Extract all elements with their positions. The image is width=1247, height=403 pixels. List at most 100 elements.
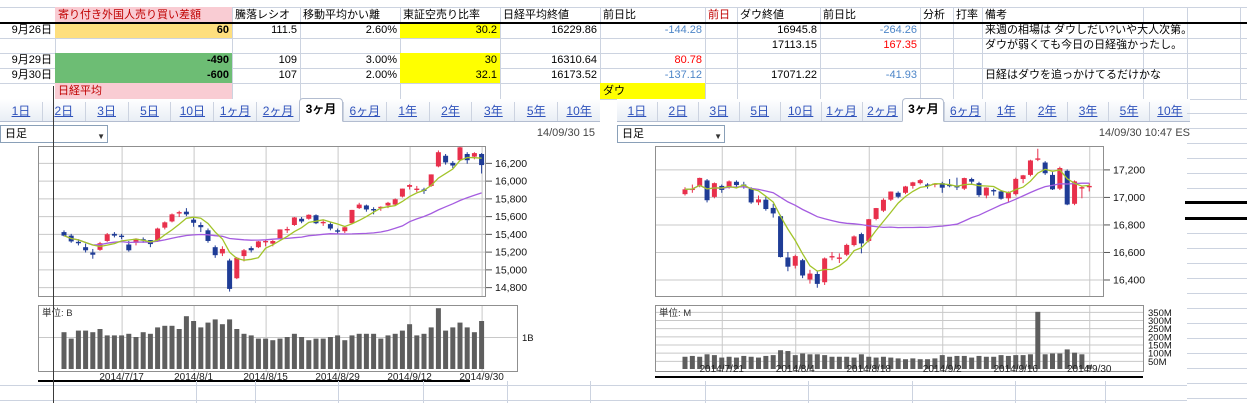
sheet-cell[interactable]: 寄り付き外国人売り買い差額 bbox=[55, 7, 232, 23]
tab-range-5日[interactable]: 5日 bbox=[127, 102, 171, 121]
tab-range-1ヶ月[interactable]: 1ヶ月 bbox=[820, 102, 862, 121]
tab-range-1年[interactable]: 1年 bbox=[385, 102, 429, 121]
sheet-cell[interactable]: -41.93 bbox=[885, 69, 917, 81]
x-axis-date-label: 2014/8/4 bbox=[775, 364, 815, 375]
sheet-cell[interactable]: 167.35 bbox=[883, 39, 917, 51]
x-axis-date-label: 2014/9/30 bbox=[459, 372, 504, 383]
tab-range-1年[interactable]: 1年 bbox=[985, 102, 1026, 121]
tab-range-6ヶ月[interactable]: 6ヶ月 bbox=[342, 102, 386, 121]
x-axis-date-label: 2014/9/12 bbox=[387, 372, 432, 383]
tab-range-10年[interactable]: 10年 bbox=[1148, 102, 1190, 121]
tab-range-6ヶ月[interactable]: 6ヶ月 bbox=[944, 102, 985, 121]
sheet-cell[interactable]: 17071.22 bbox=[771, 69, 817, 81]
sheet-cell[interactable]: 前日比 bbox=[603, 9, 636, 21]
sheet-cell[interactable]: 前日 bbox=[708, 9, 730, 21]
tab-range-2年[interactable]: 2年 bbox=[428, 102, 472, 121]
sheet-cell[interactable]: 111.5 bbox=[271, 24, 297, 36]
sheet-cell[interactable]: 移動平均かい離 bbox=[303, 9, 380, 21]
svg-text:300M: 300M bbox=[1148, 316, 1172, 327]
tab-range-5日[interactable]: 5日 bbox=[738, 102, 780, 121]
sheet-cell[interactable]: 109 bbox=[278, 54, 297, 66]
tab-range-2ヶ月[interactable]: 2ヶ月 bbox=[861, 102, 903, 121]
sheet-cell[interactable]: 来週の相場は ダウしだい?いや大人次第。 bbox=[985, 24, 1193, 36]
sheet-cell[interactable]: 60 bbox=[55, 23, 232, 38]
tab-range-3日[interactable]: 3日 bbox=[697, 102, 739, 121]
sheet-cell[interactable]: 16310.64 bbox=[551, 54, 597, 66]
tab-range-2日[interactable]: 2日 bbox=[656, 102, 698, 121]
sheet-cell[interactable]: 日経はダウを追っかけてるだけかな bbox=[985, 69, 1161, 81]
sheet-cell[interactable]: 16945.8 bbox=[777, 24, 817, 36]
svg-text:15,600: 15,600 bbox=[495, 211, 527, 223]
sheet-cell[interactable]: ダウ終値 bbox=[740, 9, 784, 21]
sheet-cell[interactable]: 9月26日 bbox=[11, 24, 52, 36]
sheet-cell[interactable]: 3.00% bbox=[365, 54, 397, 66]
tab-range-1ヶ月[interactable]: 1ヶ月 bbox=[213, 102, 256, 121]
interval-select[interactable]: 日足 ▼ bbox=[617, 125, 725, 143]
volume-unit-label: 単位: M bbox=[659, 307, 691, 319]
tab-range-2年[interactable]: 2年 bbox=[1026, 102, 1067, 121]
tab-range-10日[interactable]: 10日 bbox=[170, 102, 213, 121]
sheet-cell[interactable]: ダウが弱くても今日の日経強かったし。 bbox=[985, 39, 1183, 51]
svg-text:17,000: 17,000 bbox=[1113, 192, 1145, 204]
tab-range-2日[interactable]: 2日 bbox=[41, 102, 85, 121]
sheet-cell[interactable]: -490 bbox=[55, 53, 232, 68]
svg-text:15,200: 15,200 bbox=[495, 247, 527, 259]
sheet-cell[interactable]: 備考 bbox=[985, 9, 1007, 21]
sheet-cell[interactable]: 80.78 bbox=[674, 54, 702, 66]
sheet-cell[interactable]: 9月30日 bbox=[11, 69, 52, 81]
sheet-cell[interactable]: -144.28 bbox=[664, 24, 702, 36]
sheet-gridline bbox=[300, 7, 301, 99]
sheet-cell[interactable]: 前日比 bbox=[823, 9, 856, 21]
sheet-cell[interactable]: 日経平均終値 bbox=[503, 9, 569, 21]
tab-range-3ヶ月[interactable]: 3ヶ月 bbox=[902, 98, 945, 122]
interval-select[interactable]: 日足 ▼ bbox=[0, 125, 108, 143]
sheet-cell[interactable]: 30 bbox=[400, 53, 500, 68]
sheet-cell[interactable]: -264.26 bbox=[879, 24, 917, 36]
sheet-gridline bbox=[0, 38, 1247, 39]
sheet-cell[interactable]: 2.00% bbox=[365, 69, 397, 81]
thick-cell-border bbox=[1185, 201, 1247, 204]
sheet-cell[interactable]: ダウ bbox=[600, 83, 705, 99]
tab-range-2ヶ月[interactable]: 2ヶ月 bbox=[256, 102, 299, 121]
sheet-cell[interactable]: 17113.15 bbox=[771, 39, 817, 51]
sheet-cell[interactable]: 16173.52 bbox=[551, 69, 597, 81]
price-chart-svg: 16,200 16,000 15,800 15,600 15,400 15,200 15,0… bbox=[38, 146, 527, 297]
sheet-cell[interactable]: 32.1 bbox=[400, 68, 500, 83]
tab-range-3年[interactable]: 3年 bbox=[471, 102, 514, 121]
tab-range-10年[interactable]: 10年 bbox=[557, 102, 600, 121]
sheet-cell[interactable]: -600 bbox=[55, 68, 232, 83]
sheet-cell[interactable]: 打率 bbox=[956, 9, 978, 21]
sheet-cell[interactable]: 分析 bbox=[923, 9, 945, 21]
sheet-gridline bbox=[1240, 7, 1241, 99]
sheet-cell[interactable]: 107 bbox=[278, 69, 297, 81]
tab-range-5年[interactable]: 5年 bbox=[514, 102, 557, 121]
tab-range-10日[interactable]: 10日 bbox=[779, 102, 821, 121]
dow-volume-chart: 350M 300M 250M 200M 150M 100M 50M 単位: M bbox=[617, 305, 1190, 376]
sheet-cell[interactable]: 2.60% bbox=[365, 24, 397, 36]
sheet-cell[interactable]: 東証空売り比率 bbox=[403, 9, 480, 21]
volume-chart-svg: 1B 単位: B bbox=[38, 305, 534, 372]
nikkei-price-chart[interactable]: 16,200 16,000 15,800 15,600 15,400 15,200 15,0… bbox=[0, 146, 600, 301]
chart-timestamp: 14/09/30 15 bbox=[536, 127, 595, 139]
chart-timestamp: 14/09/30 10:47 ES bbox=[1098, 127, 1190, 139]
tab-range-1日[interactable]: 1日 bbox=[11, 104, 31, 118]
tab-range-3ヶ月[interactable]: 3ヶ月 bbox=[299, 98, 343, 122]
sheet-cell[interactable]: 30.2 bbox=[400, 23, 500, 38]
tab-range-3日[interactable]: 3日 bbox=[84, 102, 128, 121]
dow-price-chart[interactable]: 17,200 17,000 16,800 16,600 16,400 bbox=[617, 146, 1190, 301]
dow-chart-panel: 1日 2日 3日 5日 10日 1ヶ月 2ヶ月 3ヶ月 6ヶ月 1年 2年 3年 5年 10年 日足 ▼ … bbox=[617, 98, 1190, 403]
sheet-cell[interactable]: 9月29日 bbox=[11, 54, 52, 66]
tab-range-3年[interactable]: 3年 bbox=[1067, 102, 1108, 121]
nikkei-volume-chart: 1B 単位: B bbox=[0, 305, 600, 376]
sheet-cell[interactable]: -137.12 bbox=[664, 69, 702, 81]
sheet-cell[interactable]: 騰落レシオ bbox=[235, 9, 290, 21]
sheet-cell[interactable]: 16229.86 bbox=[551, 24, 597, 36]
interval-select-value: 日足 bbox=[622, 128, 644, 140]
x-axis-date-label: 2014/8/15 bbox=[243, 372, 288, 383]
tab-range-5年[interactable]: 5年 bbox=[1108, 102, 1149, 121]
tab-range-1日[interactable]: 1日 bbox=[627, 104, 647, 118]
svg-text:50M: 50M bbox=[1148, 357, 1167, 368]
sheet-cell[interactable]: 日経平均 bbox=[55, 83, 232, 99]
